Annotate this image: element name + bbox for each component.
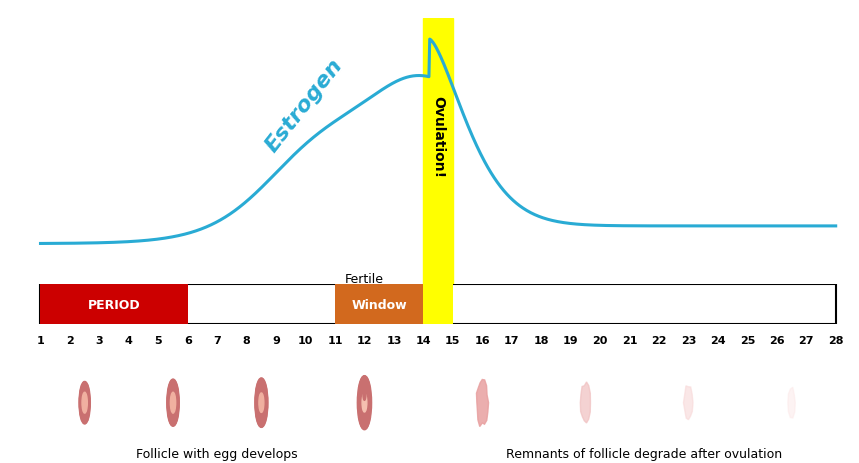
Text: 1: 1 xyxy=(37,335,45,345)
Text: 23: 23 xyxy=(680,335,696,345)
Text: 19: 19 xyxy=(563,335,578,345)
Text: 25: 25 xyxy=(740,335,755,345)
Circle shape xyxy=(82,393,88,413)
Text: 27: 27 xyxy=(799,335,814,345)
Bar xyxy=(423,285,453,324)
Text: 20: 20 xyxy=(593,335,608,345)
Text: 9: 9 xyxy=(272,335,280,345)
Text: Follicle with egg develops: Follicle with egg develops xyxy=(137,447,298,460)
Text: PERIOD: PERIOD xyxy=(88,298,140,311)
Circle shape xyxy=(259,393,264,413)
Text: 26: 26 xyxy=(769,335,784,345)
Text: 18: 18 xyxy=(533,335,549,345)
Polygon shape xyxy=(684,386,693,420)
Text: 16: 16 xyxy=(474,335,490,345)
Text: 24: 24 xyxy=(710,335,726,345)
Text: 6: 6 xyxy=(184,335,192,345)
Text: Remnants of follicle degrade after ovulation: Remnants of follicle degrade after ovula… xyxy=(506,447,783,460)
Polygon shape xyxy=(581,382,590,423)
Circle shape xyxy=(170,393,176,413)
Text: 8: 8 xyxy=(243,335,251,345)
Polygon shape xyxy=(788,388,795,418)
Circle shape xyxy=(362,394,367,412)
Text: 7: 7 xyxy=(213,335,221,345)
Text: Ovulation!: Ovulation! xyxy=(431,96,445,178)
Circle shape xyxy=(255,379,267,427)
Text: 17: 17 xyxy=(504,335,520,345)
Text: 10: 10 xyxy=(298,335,314,345)
Text: 5: 5 xyxy=(155,335,162,345)
Text: Window: Window xyxy=(351,298,407,311)
Circle shape xyxy=(357,376,371,430)
Text: Estrogen: Estrogen xyxy=(261,55,346,156)
Text: 4: 4 xyxy=(125,335,133,345)
Text: 12: 12 xyxy=(356,335,372,345)
Text: 11: 11 xyxy=(327,335,343,345)
Bar xyxy=(40,285,188,324)
Text: 21: 21 xyxy=(622,335,637,345)
Circle shape xyxy=(79,382,90,424)
Circle shape xyxy=(363,389,366,400)
Text: 14: 14 xyxy=(416,335,431,345)
Text: 13: 13 xyxy=(387,335,402,345)
Bar xyxy=(335,285,423,324)
Text: Fertile: Fertile xyxy=(345,272,384,285)
Text: 28: 28 xyxy=(828,335,844,345)
Text: 2: 2 xyxy=(66,335,74,345)
Circle shape xyxy=(168,380,179,426)
Polygon shape xyxy=(477,380,489,426)
Text: 15: 15 xyxy=(445,335,460,345)
Bar xyxy=(423,19,453,287)
Text: 22: 22 xyxy=(651,335,667,345)
Text: 3: 3 xyxy=(95,335,103,345)
